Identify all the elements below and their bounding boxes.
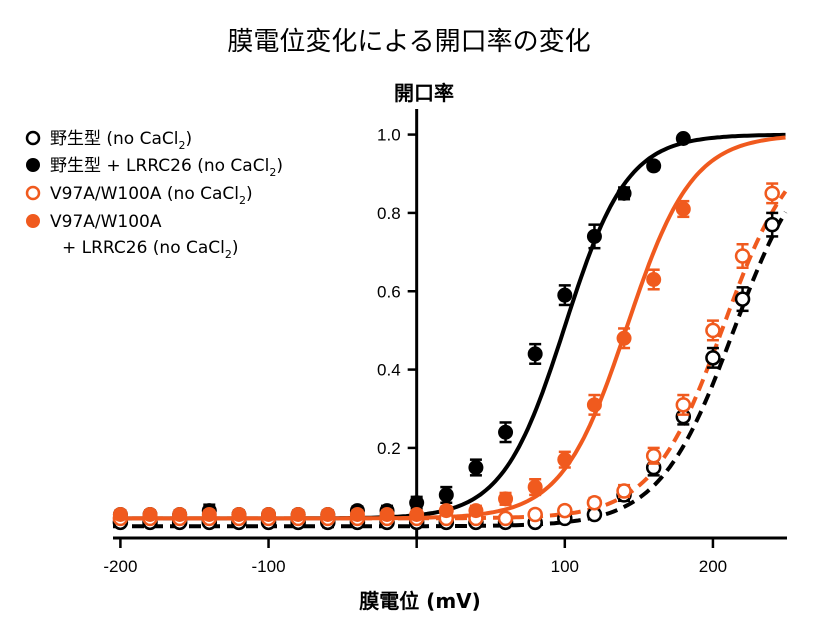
data-point-series-2 bbox=[675, 131, 691, 146]
x-tick-label: 100 bbox=[551, 557, 579, 576]
legend-label: 野生型 + LRRC26 (no CaCl2) bbox=[50, 156, 283, 179]
data-point-series-4 bbox=[409, 507, 425, 522]
y-tick-label: 0.8 bbox=[377, 204, 401, 223]
x-axis-title: 膜電位 (mV) bbox=[358, 589, 481, 613]
data-point-series-4 bbox=[557, 452, 573, 468]
data-point-series-4 bbox=[438, 503, 454, 519]
data-point-series-4 bbox=[261, 507, 277, 522]
legend-marker bbox=[26, 214, 40, 228]
data-point-series-2 bbox=[438, 487, 454, 503]
x-tick-label: 200 bbox=[699, 557, 727, 576]
data-point-series-4 bbox=[112, 507, 128, 522]
y-tick-label: 0.2 bbox=[377, 439, 401, 458]
data-point-series-4 bbox=[231, 507, 247, 522]
data-point-series-3 bbox=[527, 506, 543, 523]
legend-label: V97A/W100A (no CaCl2) bbox=[50, 184, 253, 207]
data-point-series-4 bbox=[646, 272, 662, 287]
data-point-series-4 bbox=[201, 507, 217, 522]
data-point-series-3 bbox=[734, 248, 751, 264]
data-point-series-2 bbox=[586, 228, 602, 244]
data-point-series-2 bbox=[616, 185, 632, 201]
data-points bbox=[112, 131, 780, 531]
data-point-series-3 bbox=[645, 448, 662, 464]
data-point-series-2 bbox=[409, 495, 425, 511]
data-point-series-1 bbox=[705, 350, 721, 366]
x-tick-label: -100 bbox=[252, 557, 286, 576]
x-axis: -200 -100 100 200 bbox=[103, 536, 787, 576]
data-point-series-2 bbox=[557, 287, 573, 303]
legend-marker bbox=[25, 185, 41, 201]
fit-curve-series-1 bbox=[113, 211, 788, 529]
data-point-series-1 bbox=[734, 291, 751, 307]
data-point-series-3 bbox=[616, 483, 632, 499]
y-tick-label: 0.6 bbox=[377, 282, 401, 301]
legend-marker bbox=[26, 158, 40, 172]
data-point-series-4 bbox=[616, 330, 632, 346]
data-point-series-2 bbox=[527, 346, 543, 362]
legend: 野生型 (no CaCl2) 野生型 + LRRC26 (no CaCl2) V97… bbox=[25, 129, 283, 261]
data-point-series-3 bbox=[497, 510, 514, 527]
data-point-series-4 bbox=[290, 507, 306, 522]
data-point-series-4 bbox=[349, 507, 365, 522]
data-point-series-2 bbox=[646, 158, 662, 174]
data-point-series-1 bbox=[764, 216, 780, 233]
data-point-series-3 bbox=[586, 495, 603, 511]
y-tick-label: 1.0 bbox=[377, 126, 401, 145]
data-point-series-4 bbox=[379, 507, 395, 522]
legend-label: V97A/W100A bbox=[50, 212, 162, 232]
data-point-series-3 bbox=[764, 185, 780, 202]
chart-title: 膜電位変化による開口率の変化 bbox=[227, 27, 590, 57]
legend-marker bbox=[25, 130, 41, 146]
data-point-series-3 bbox=[675, 397, 692, 413]
data-point-series-4 bbox=[586, 397, 602, 413]
x-tick-label: -200 bbox=[103, 557, 137, 576]
data-point-series-4 bbox=[172, 507, 188, 522]
data-point-series-3 bbox=[557, 502, 573, 519]
legend-label-line2: + LRRC26 (no CaCl2) bbox=[62, 238, 239, 261]
data-point-series-4 bbox=[468, 503, 484, 519]
data-point-series-4 bbox=[675, 201, 691, 217]
data-point-series-3 bbox=[705, 322, 721, 339]
data-point-series-2 bbox=[498, 424, 514, 440]
data-point-series-4 bbox=[527, 479, 543, 495]
data-point-series-2 bbox=[468, 460, 484, 475]
y-axis-title: 開口率 bbox=[394, 81, 454, 105]
legend-label: 野生型 (no CaCl2) bbox=[50, 129, 192, 152]
y-axis: 0.2 0.4 0.6 0.8 1.0 bbox=[377, 109, 419, 538]
data-point-series-4 bbox=[142, 507, 158, 522]
data-point-series-4 bbox=[498, 491, 514, 507]
y-tick-label: 0.4 bbox=[377, 361, 401, 380]
data-point-series-4 bbox=[320, 507, 336, 522]
